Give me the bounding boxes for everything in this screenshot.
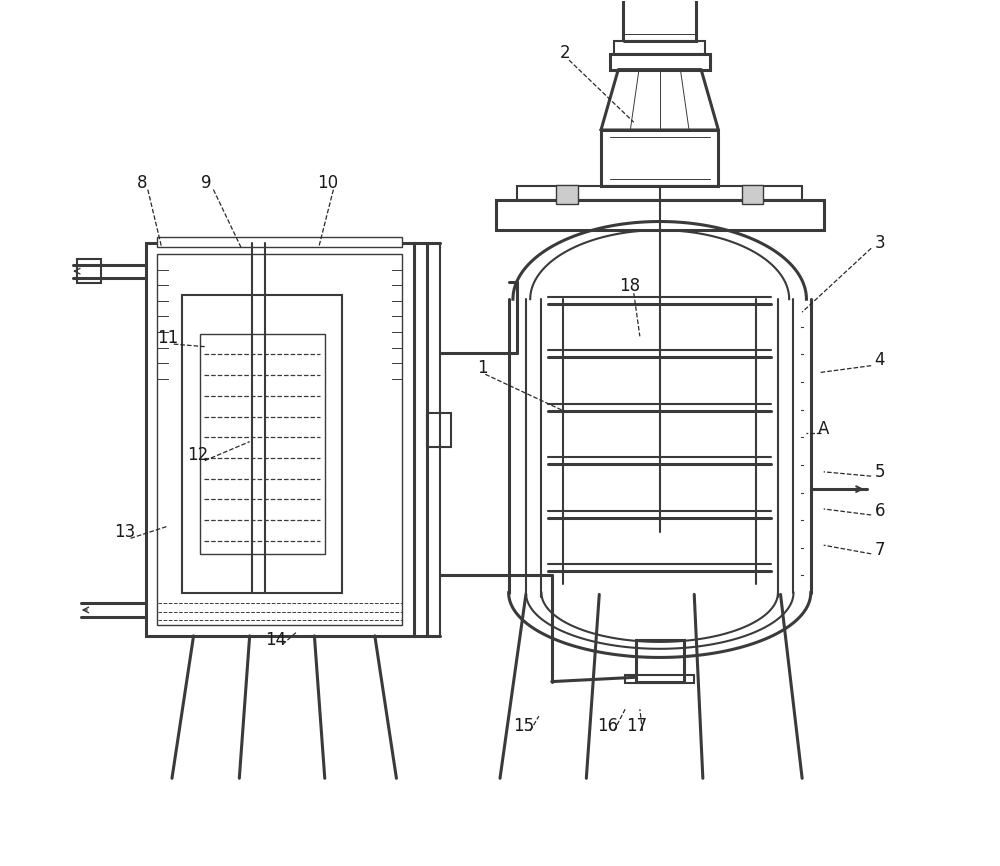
Bar — [625, 675, 694, 683]
Text: 11: 11 — [157, 329, 178, 347]
Text: 10: 10 — [317, 174, 338, 191]
Text: 13: 13 — [114, 523, 135, 541]
Text: 2: 2 — [559, 44, 570, 62]
Bar — [556, 185, 578, 204]
Bar — [157, 255, 402, 624]
Bar — [614, 41, 705, 54]
Text: A: A — [818, 420, 829, 437]
Text: 1: 1 — [477, 359, 488, 378]
Bar — [77, 260, 101, 283]
Text: 4: 4 — [875, 351, 885, 369]
Text: 6: 6 — [875, 501, 885, 520]
Text: 18: 18 — [619, 277, 640, 295]
Bar — [601, 130, 718, 186]
Text: 16: 16 — [597, 718, 618, 735]
Text: 9: 9 — [201, 174, 212, 191]
Text: 17: 17 — [626, 718, 647, 735]
Bar — [146, 243, 414, 636]
Bar — [427, 413, 451, 448]
Text: 12: 12 — [187, 446, 208, 463]
Text: 8: 8 — [137, 174, 147, 191]
Bar — [636, 640, 684, 682]
Bar — [623, 0, 696, 41]
Text: 14: 14 — [265, 631, 286, 650]
Bar — [742, 185, 763, 204]
Bar — [610, 54, 710, 69]
Bar — [517, 186, 802, 200]
Bar — [182, 295, 342, 592]
Bar — [200, 333, 325, 554]
Text: 5: 5 — [875, 462, 885, 481]
Bar — [157, 237, 402, 248]
Bar — [496, 200, 824, 230]
Text: 15: 15 — [514, 718, 535, 735]
Text: 7: 7 — [875, 540, 885, 559]
Text: 3: 3 — [875, 234, 885, 252]
